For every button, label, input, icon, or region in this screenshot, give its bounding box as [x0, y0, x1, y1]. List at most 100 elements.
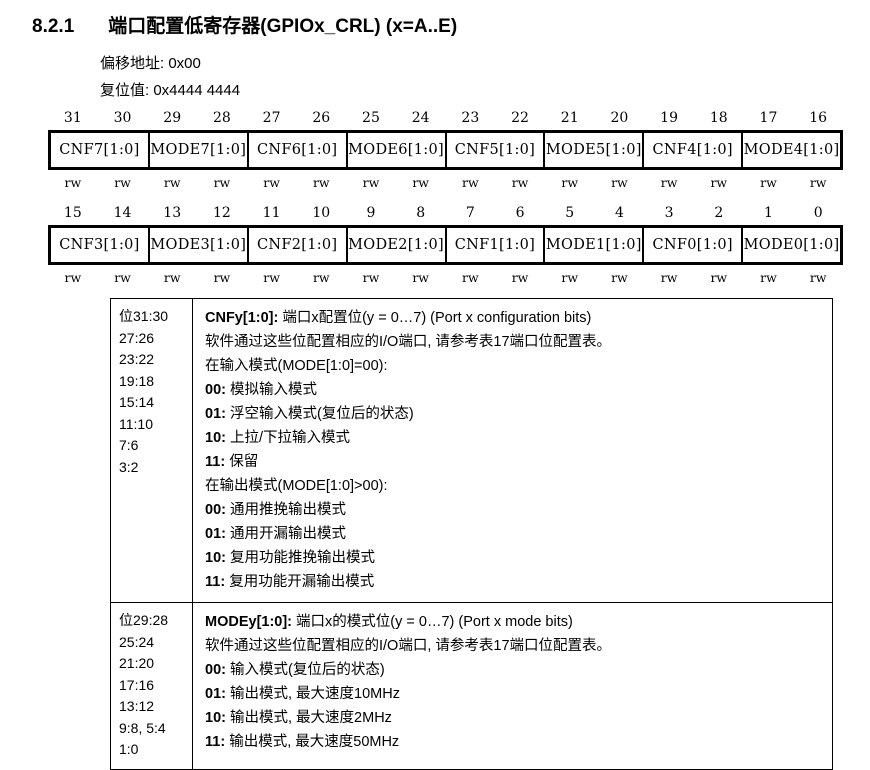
description-line-label: 10: [205, 550, 226, 566]
bit-field-mode410: MODE4[1:0] [743, 142, 840, 158]
bit-number-6: 6 [515, 205, 525, 221]
bit-number-row-low: 15 14 13 12 11 10 9 8 7 6 5 4 3 2 1 0 [48, 203, 843, 223]
bit-field-cnf610: CNF6[1:0] [249, 133, 348, 167]
bit-access-low-9: rw [511, 270, 529, 285]
bit-access-low-1: rw [114, 270, 131, 285]
bit-access-high-3: rw [213, 175, 231, 190]
bit-access-high-15: rw [809, 175, 827, 190]
description-line: 01: 通用开漏输出模式 [205, 526, 346, 542]
bit-number-16: 16 [809, 110, 828, 126]
bit-field-mode310: MODE3[1:0] [150, 228, 249, 262]
description-line: 00: 通用推挽输出模式 [205, 502, 346, 518]
bit-number-28: 28 [212, 110, 231, 126]
bit-number-20: 20 [610, 110, 629, 126]
bit-number-25: 25 [362, 110, 380, 126]
bit-number-1: 1 [764, 205, 773, 221]
bit-range-item: 7:6 [119, 437, 139, 453]
bit-access-low-11: rw [611, 270, 628, 285]
bit-access-low-10: rw [561, 270, 579, 285]
bit-access-high-7: rw [412, 175, 429, 190]
description-line-label: 00: [205, 662, 226, 678]
description-line: 01: 浮空输入模式(复位后的状态) [205, 406, 414, 422]
bit-number-12: 12 [212, 205, 231, 221]
description-line-label: 01: [205, 526, 226, 542]
bit-access-high-5: rw [312, 175, 330, 190]
bit-field-cnf010: CNF0[1:0] [644, 228, 744, 262]
bit-access-high-6: rw [362, 175, 380, 190]
bit-field-mode710: MODE7[1:0] [150, 133, 249, 167]
register-bitmap-high: 31 30 29 28 27 26 25 24 23 22 21 20 19 18 17 16 CNF7[1:… [48, 108, 843, 193]
description-line-label: MODEy[1:0]: [205, 614, 293, 630]
bit-access-row-low: rw rw rw rw rw rw rw rw rw rw rw rw rw rw rw rw [48, 268, 843, 288]
bit-number-22: 22 [511, 110, 529, 126]
description-line: 10: 上拉/下拉输入模式 [205, 430, 351, 446]
description-line-label: 10: [205, 710, 226, 726]
bit-access-low-5: rw [312, 270, 330, 285]
bit-description-cell: CNFy[1:0]: 端口x配置位(y = 0…7) (Port x confi… [193, 299, 832, 602]
bit-range-item: 15:14 [119, 394, 155, 410]
bit-access-low-15: rw [809, 270, 827, 285]
bit-range-item: 1:0 [119, 741, 139, 757]
bit-description-table: 位31:30 27:26 23:22 19:18 15:14 11:10 7:6 3:2 CN… [110, 298, 833, 770]
bit-access-low-8: rw [462, 270, 479, 285]
bit-range-item: 9:8, 5:4 [119, 719, 166, 736]
description-line: 11: 复用功能开漏输出模式 [205, 574, 375, 590]
bit-number-26: 26 [312, 110, 331, 126]
bit-number-24: 24 [411, 110, 430, 126]
description-line: CNFy[1:0]: 端口x配置位(y = 0…7) (Port x confi… [205, 310, 592, 326]
bit-number-29: 29 [163, 110, 182, 126]
description-line-label: 11: [205, 574, 226, 590]
bit-number-row-high: 31 30 29 28 27 26 25 24 23 22 21 20 19 18 17 16 [48, 108, 843, 128]
bit-number-7: 7 [465, 205, 475, 221]
bit-access-high-8: rw [462, 175, 479, 190]
bit-range-item: 23:22 [119, 351, 155, 367]
bit-field-row-low: CNF3[1:0] MODE3[1:0] CNF2[1:0] MODE2[1:0] CN… [48, 225, 843, 265]
description-line: 10: 复用功能推挽输出模式 [205, 550, 375, 566]
bit-field-mode210: MODE2[1:0] [348, 228, 447, 262]
bit-access-low-6: rw [362, 270, 380, 285]
bit-access-low-3: rw [213, 270, 231, 285]
description-line-label: 00: [205, 382, 226, 398]
bit-access-high-14: rw [760, 175, 777, 190]
description-line-label: 11: [205, 734, 226, 750]
bit-access-high-1: rw [114, 175, 131, 190]
page-title: 8.2.1 端口配置低寄存器(GPIOx_CRL) (x=A..E) [32, 11, 457, 38]
description-line: 软件通过这些位配置相应的I/O端口, 请参考表17端口位配置表。 [205, 334, 612, 350]
bit-access-high-11: rw [611, 175, 628, 190]
bit-number-5: 5 [565, 205, 575, 221]
table-row: 位31:30 27:26 23:22 19:18 15:14 11:10 7:6 3:2 CN… [111, 299, 832, 603]
description-line: 软件通过这些位配置相应的I/O端口, 请参考表17端口位配置表。 [205, 638, 612, 654]
bit-number-11: 11 [262, 205, 281, 221]
description-line: MODEy[1:0]: 端口x的模式位(y = 0…7) (Port x mod… [205, 614, 573, 630]
register-bitmap-low: 15 14 13 12 11 10 9 8 7 6 5 4 3 2 1 0 CNF3[1:0] MODE3[1:… [48, 203, 843, 288]
section-title-text: 端口配置低寄存器(GPIOx_CRL) (x=A..E) [108, 16, 458, 37]
bit-number-10: 10 [312, 205, 331, 221]
bit-range-item: 25:24 [119, 633, 155, 650]
bit-range-cell: 位31:30 27:26 23:22 19:18 15:14 11:10 7:6 3:2 [111, 299, 193, 602]
bit-field-cnf510: CNF5[1:0] [447, 133, 546, 167]
description-line-label: 00: [205, 502, 226, 518]
bit-range-cell: 位29:28 25:24 21:20 17:16 13:12 9:8, 5:4 1:0 [111, 603, 193, 769]
description-line-label: CNFy[1:0]: [205, 310, 279, 326]
bit-number-21: 21 [560, 110, 579, 126]
bit-number-14: 14 [113, 205, 132, 221]
bit-field-cnf410: CNF4[1:0] [644, 133, 744, 167]
bit-access-low-4: rw [263, 270, 280, 285]
description-line: 11: 输出模式, 最大速度50MHz [205, 734, 400, 750]
bit-number-27: 27 [262, 110, 281, 126]
bit-range-item: 19:18 [119, 372, 155, 389]
bit-access-low-14: rw [760, 270, 777, 285]
bit-number-8: 8 [416, 205, 426, 221]
bit-access-low-12: rw [660, 270, 678, 285]
bit-number-9: 9 [366, 205, 376, 221]
bit-access-high-4: rw [263, 175, 280, 190]
description-line: 01: 输出模式, 最大速度10MHz [205, 686, 400, 702]
bit-number-30: 30 [113, 110, 132, 126]
description-line-label: 10: [205, 430, 226, 446]
bit-access-low-2: rw [163, 270, 181, 285]
table-row: 位29:28 25:24 21:20 17:16 13:12 9:8, 5:4 1:0 MO… [111, 603, 832, 769]
bit-field-mode510: MODE5[1:0] [545, 133, 645, 167]
bit-field-row-high: CNF7[1:0] MODE7[1:0] CNF6[1:0] MODE6[1:0] CN… [48, 130, 843, 170]
description-line-label: 01: [205, 406, 226, 422]
bit-number-2: 2 [714, 205, 724, 221]
